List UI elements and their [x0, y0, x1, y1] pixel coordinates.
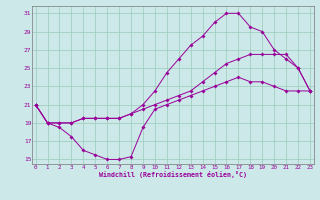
- X-axis label: Windchill (Refroidissement éolien,°C): Windchill (Refroidissement éolien,°C): [99, 171, 247, 178]
